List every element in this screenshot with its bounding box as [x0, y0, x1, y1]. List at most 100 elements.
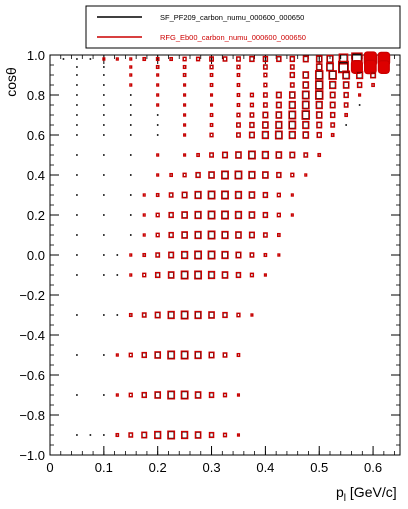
bin-box-sf — [194, 271, 202, 279]
bin-box-rfg — [194, 431, 202, 439]
bin-box-rfg — [183, 153, 187, 157]
bin-dot — [76, 74, 78, 76]
bin-box-sf — [154, 351, 161, 359]
bin-box-rfg — [301, 100, 310, 110]
bin-box-sf — [155, 252, 160, 258]
bin-box-rfg — [222, 311, 228, 319]
bin-box-sf — [329, 70, 337, 80]
bin-box-rfg — [342, 70, 351, 80]
bin-dot — [103, 234, 105, 236]
bin-box-rfg — [141, 391, 147, 399]
bin-box-rfg — [221, 210, 229, 220]
bin-dot — [76, 274, 78, 276]
bin-box-rfg — [301, 110, 311, 120]
bin-box-rfg — [209, 112, 214, 118]
chart-marks — [62, 51, 391, 440]
bin-dot — [345, 124, 347, 126]
bin-box-sf — [249, 232, 255, 238]
bin-box-rfg — [263, 252, 268, 258]
bin-box-sf — [263, 192, 268, 198]
bin-dot — [103, 194, 105, 196]
bin-box-rfg — [377, 60, 390, 74]
bin-box-sf — [167, 391, 175, 399]
bin-box-sf — [209, 392, 214, 398]
bin-box-rfg — [358, 93, 362, 97]
bin-box-rfg — [249, 55, 255, 63]
bin-dot — [76, 234, 78, 236]
bin-box-rfg — [167, 390, 176, 400]
bin-box-sf — [208, 191, 215, 199]
bin-box-rfg — [194, 270, 203, 280]
bin-box-sf — [208, 352, 215, 358]
bin-box-sf — [154, 431, 161, 439]
bin-box-sf — [289, 91, 296, 99]
bin-box-sf — [302, 71, 309, 79]
bin-box-sf — [209, 152, 214, 158]
bin-box-rfg — [236, 132, 241, 138]
bin-box-sf — [315, 70, 323, 80]
bin-dot — [76, 194, 78, 196]
bin-box-rfg — [249, 121, 255, 129]
bin-box-sf — [181, 231, 188, 239]
bin-box-rfg — [141, 431, 148, 439]
bin-box-rfg — [329, 91, 336, 99]
x-axis-title-sub: l — [344, 493, 346, 504]
bin-box-rfg — [115, 57, 119, 61]
bin-box-rfg — [262, 191, 269, 199]
bin-box-rfg — [329, 80, 337, 90]
bin-box-sf — [289, 101, 296, 109]
bin-box-rfg — [344, 112, 349, 118]
bin-box-sf — [290, 82, 295, 88]
bin-box-sf — [181, 271, 188, 279]
bin-dot — [129, 114, 132, 116]
bin-dot — [103, 394, 105, 396]
bin-box-rfg — [183, 83, 187, 87]
bin-box-rfg — [155, 192, 160, 198]
bin-box-rfg — [315, 55, 323, 63]
bin-box-rfg — [221, 230, 229, 240]
bin-box-sf — [275, 121, 282, 129]
bin-box-rfg — [196, 152, 200, 158]
bin-box-rfg — [209, 132, 214, 138]
bin-box-rfg — [222, 432, 228, 438]
bin-box-rfg — [275, 111, 283, 119]
bin-dot — [76, 124, 78, 126]
bin-dot — [89, 434, 92, 436]
bin-box-sf — [316, 101, 323, 109]
bin-box-rfg — [329, 111, 336, 119]
bin-box-rfg — [207, 210, 216, 220]
bin-box-rfg — [209, 103, 214, 107]
x-axis-title: pl [GeV/c] — [336, 484, 397, 504]
bin-box-rfg — [317, 152, 322, 158]
bin-dot — [103, 314, 105, 316]
bin-box-rfg — [356, 81, 363, 89]
bin-box-sf — [208, 251, 215, 259]
bin-box-sf — [276, 92, 282, 98]
bin-box-rfg — [207, 250, 216, 260]
bin-box-sf — [263, 102, 268, 108]
bin-box-rfg — [248, 170, 256, 180]
bin-box-rfg — [207, 230, 216, 240]
bin-box-sf — [276, 56, 282, 62]
bin-box-rfg — [330, 122, 336, 128]
bin-box-sf — [289, 131, 296, 139]
bin-box-sf — [303, 56, 309, 62]
bin-box-sf — [263, 64, 268, 70]
bin-box-rfg — [276, 171, 282, 179]
bin-box-rfg — [234, 210, 243, 220]
bin-box-sf — [222, 56, 228, 62]
bin-box-rfg — [303, 152, 309, 158]
bin-box-rfg — [371, 82, 375, 88]
bin-box-rfg — [182, 64, 187, 70]
bin-box-sf — [316, 63, 323, 71]
bin-box-rfg — [195, 171, 201, 179]
bin-box-sf — [302, 91, 310, 99]
bin-box-rfg — [142, 272, 147, 278]
bin-box-sf — [181, 351, 188, 359]
bin-dot — [76, 174, 78, 176]
bin-box-rfg — [169, 172, 174, 178]
bin-box-rfg — [236, 433, 241, 437]
bin-box-sf — [302, 121, 309, 129]
chart-legend: SF_PF209_carbon_numu_000600_000650 RFG_E… — [85, 5, 401, 49]
x-axis-title-main: p — [336, 484, 344, 500]
